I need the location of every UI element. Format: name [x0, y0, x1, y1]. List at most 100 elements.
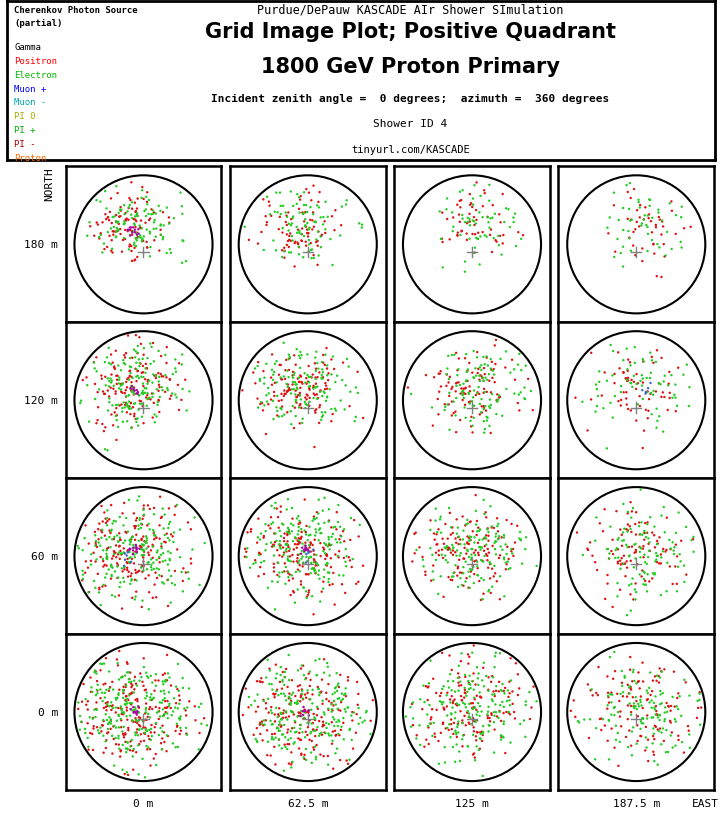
- Point: [97, 715, 109, 728]
- Point: [443, 543, 455, 556]
- Point: [105, 381, 116, 395]
- Text: EAST: EAST: [692, 798, 718, 808]
- Point: [501, 548, 513, 561]
- Point: [321, 686, 332, 700]
- Point: [274, 739, 285, 752]
- Point: [486, 693, 497, 706]
- Point: [199, 711, 210, 725]
- Point: [136, 234, 148, 247]
- Point: [631, 702, 643, 716]
- Point: [130, 716, 142, 729]
- Point: [114, 553, 126, 566]
- Point: [133, 519, 144, 533]
- Point: [477, 769, 489, 782]
- Point: [300, 528, 312, 542]
- Point: [83, 743, 95, 757]
- Point: [468, 371, 479, 385]
- Point: [443, 542, 455, 555]
- Point: [105, 717, 116, 731]
- Point: [475, 594, 487, 607]
- Point: [129, 548, 140, 562]
- Point: [489, 376, 500, 390]
- Point: [134, 221, 146, 234]
- Point: [316, 686, 327, 699]
- Point: [505, 545, 517, 558]
- Point: [464, 563, 476, 576]
- Point: [511, 519, 523, 533]
- Point: [275, 530, 287, 543]
- Point: [318, 575, 329, 589]
- Point: [654, 214, 666, 227]
- Point: [474, 231, 486, 244]
- Point: [255, 398, 266, 411]
- Point: [353, 717, 365, 731]
- Point: [274, 541, 286, 554]
- Point: [118, 537, 129, 550]
- Point: [491, 575, 503, 589]
- Point: [126, 203, 138, 217]
- Point: [273, 522, 284, 535]
- Point: [634, 390, 645, 404]
- Point: [261, 748, 273, 762]
- Point: [134, 389, 145, 402]
- Point: [298, 186, 310, 200]
- Point: [480, 405, 492, 418]
- Point: [123, 546, 135, 559]
- Point: [493, 390, 505, 403]
- Point: [119, 358, 131, 371]
- Point: [468, 345, 479, 359]
- Point: [297, 206, 308, 220]
- Point: [161, 201, 173, 215]
- Point: [111, 560, 123, 573]
- Point: [165, 390, 177, 403]
- Point: [631, 216, 643, 229]
- Point: [293, 191, 305, 205]
- Point: [157, 710, 169, 723]
- Point: [318, 706, 329, 719]
- Point: [300, 236, 311, 249]
- Point: [177, 574, 188, 588]
- Point: [479, 532, 490, 545]
- Point: [666, 726, 678, 739]
- Point: [461, 689, 472, 702]
- Point: [131, 207, 143, 221]
- Point: [601, 543, 613, 556]
- Point: [467, 420, 479, 433]
- Point: [635, 528, 646, 541]
- Point: [121, 766, 133, 779]
- Point: [278, 535, 290, 548]
- Point: [453, 538, 464, 551]
- Point: [125, 408, 136, 421]
- Point: [430, 514, 441, 528]
- Point: [405, 388, 417, 401]
- Point: [338, 552, 349, 565]
- Point: [128, 701, 139, 714]
- Point: [294, 206, 305, 220]
- Point: [651, 421, 662, 435]
- Point: [118, 691, 129, 705]
- Point: [638, 524, 650, 538]
- Point: [155, 685, 167, 698]
- Point: [324, 539, 336, 553]
- Point: [309, 563, 321, 577]
- Point: [135, 338, 147, 351]
- Point: [284, 698, 296, 711]
- Point: [464, 188, 476, 201]
- Point: [635, 541, 646, 554]
- Point: [440, 400, 451, 414]
- Point: [308, 221, 320, 234]
- Point: [492, 517, 504, 531]
- Point: [144, 732, 155, 746]
- Point: [498, 551, 510, 564]
- Point: [425, 654, 436, 667]
- Point: [441, 689, 453, 702]
- Point: [147, 411, 158, 425]
- Point: [314, 399, 326, 412]
- Point: [261, 219, 272, 232]
- Point: [91, 703, 103, 716]
- Point: [292, 237, 303, 250]
- Point: [584, 536, 596, 549]
- Point: [471, 232, 482, 246]
- Point: [464, 534, 475, 548]
- Point: [275, 543, 287, 556]
